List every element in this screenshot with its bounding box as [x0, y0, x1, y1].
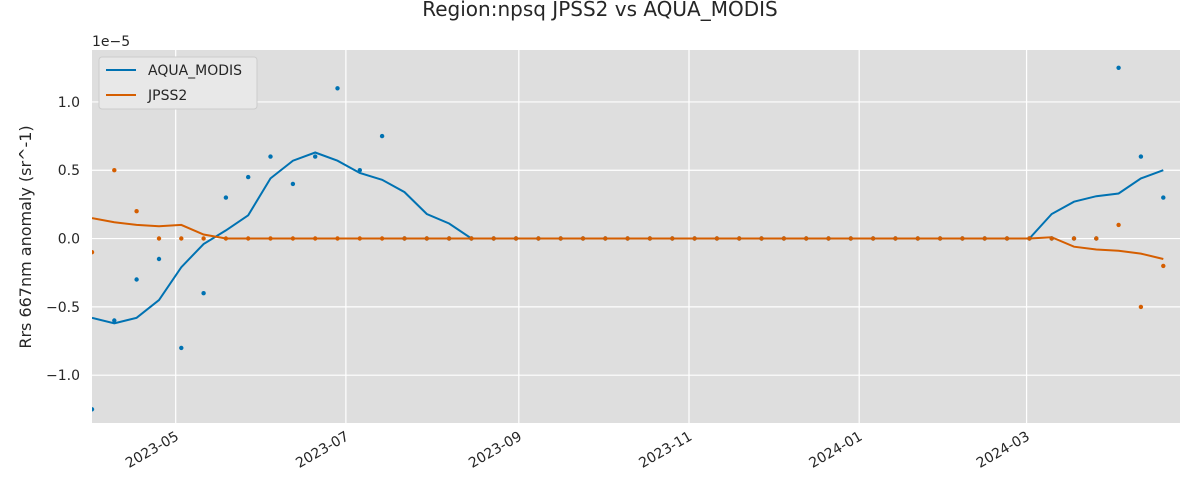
- data-point-jpss2: [246, 236, 251, 241]
- x-tick-label: 2023-11: [636, 429, 695, 472]
- data-point-jpss2: [1138, 304, 1144, 310]
- chart-title: Region:npsq JPSS2 vs AQUA_MODIS: [422, 0, 777, 21]
- legend-label-aqua-modis: AQUA_MODIS: [148, 63, 242, 79]
- data-point-jpss2: [558, 236, 563, 241]
- data-point-aqua-modis: [112, 318, 117, 323]
- data-point-jpss2: [1094, 236, 1099, 241]
- data-point-jpss2: [156, 236, 162, 241]
- data-point-jpss2: [268, 236, 273, 241]
- data-point-aqua-modis: [179, 345, 184, 351]
- x-tick-label: 2024-01: [807, 429, 866, 472]
- data-point-aqua-modis: [134, 277, 139, 282]
- data-point-aqua-modis: [268, 154, 273, 159]
- data-point-jpss2: [737, 236, 742, 241]
- y-offset-text: 1e−5: [92, 34, 130, 50]
- y-tick-label: −1.0: [46, 368, 80, 384]
- data-point-aqua-modis: [1116, 65, 1121, 71]
- data-point-jpss2: [179, 236, 184, 241]
- data-point-jpss2: [92, 250, 95, 255]
- y-tick-label: 1.0: [58, 95, 80, 111]
- data-point-jpss2: [134, 209, 139, 214]
- data-point-jpss2: [893, 236, 898, 241]
- data-point-jpss2: [335, 236, 340, 241]
- data-point-jpss2: [1049, 236, 1054, 241]
- data-point-aqua-modis: [223, 195, 229, 200]
- data-point-jpss2: [357, 236, 362, 241]
- data-point-jpss2: [647, 236, 653, 241]
- data-point-jpss2: [201, 236, 206, 241]
- x-tick-label: 2024-03: [974, 429, 1033, 472]
- data-point-aqua-modis: [357, 168, 362, 173]
- data-point-jpss2: [112, 168, 117, 173]
- data-point-jpss2: [290, 236, 296, 241]
- data-point-aqua-modis: [1138, 154, 1144, 159]
- series-points: [92, 65, 1166, 412]
- data-point-jpss2: [670, 236, 675, 241]
- y-tick-label: 0.5: [58, 163, 80, 179]
- plot-area: [92, 50, 1180, 423]
- data-point-aqua-modis: [290, 181, 296, 187]
- data-point-jpss2: [848, 236, 853, 241]
- data-point-jpss2: [402, 236, 407, 241]
- data-point-jpss2: [625, 236, 630, 241]
- data-point-jpss2: [714, 236, 720, 241]
- data-point-jpss2: [1161, 263, 1166, 269]
- data-point-aqua-modis: [92, 407, 95, 412]
- y-tick-label: −0.5: [46, 300, 80, 316]
- data-point-jpss2: [491, 236, 496, 241]
- legend-box: [98, 56, 258, 110]
- data-point-jpss2: [603, 236, 608, 241]
- data-point-jpss2: [1004, 236, 1010, 241]
- data-point-jpss2: [580, 236, 586, 241]
- y-tick-label: 0.0: [58, 232, 80, 248]
- data-point-jpss2: [1027, 236, 1032, 241]
- data-point-aqua-modis: [201, 291, 206, 296]
- data-point-jpss2: [960, 236, 965, 241]
- data-point-aqua-modis: [313, 154, 318, 159]
- x-tick-label: 2023-07: [293, 429, 352, 472]
- data-point-jpss2: [804, 236, 809, 241]
- data-point-jpss2: [1116, 222, 1121, 228]
- data-point-jpss2: [469, 236, 474, 241]
- data-point-aqua-modis: [335, 86, 340, 91]
- data-point-jpss2: [692, 236, 697, 241]
- data-point-jpss2: [1071, 236, 1077, 241]
- data-point-jpss2: [781, 236, 787, 241]
- data-point-jpss2: [446, 236, 452, 241]
- data-point-aqua-modis: [1161, 195, 1166, 200]
- legend: AQUA_MODIS JPSS2: [98, 56, 258, 110]
- legend-label-jpss2: JPSS2: [147, 88, 187, 104]
- data-point-jpss2: [870, 236, 876, 241]
- data-point-jpss2: [759, 236, 764, 241]
- data-point-jpss2: [424, 236, 429, 241]
- data-point-aqua-modis: [379, 133, 385, 139]
- data-point-jpss2: [915, 236, 920, 241]
- x-tick-label: 2023-09: [466, 429, 525, 472]
- data-point-jpss2: [379, 236, 385, 241]
- data-point-aqua-modis: [156, 256, 162, 262]
- y-axis-label: Rrs 667nm anomaly (sr^-1): [16, 125, 35, 348]
- data-point-jpss2: [313, 236, 318, 241]
- x-tick-label: 2023-05: [123, 429, 182, 472]
- data-point-jpss2: [826, 236, 831, 241]
- data-point-aqua-modis: [246, 174, 251, 180]
- data-point-jpss2: [982, 236, 987, 241]
- data-point-jpss2: [937, 236, 943, 241]
- data-point-jpss2: [513, 236, 519, 241]
- data-point-jpss2: [536, 236, 541, 241]
- data-point-jpss2: [223, 236, 229, 241]
